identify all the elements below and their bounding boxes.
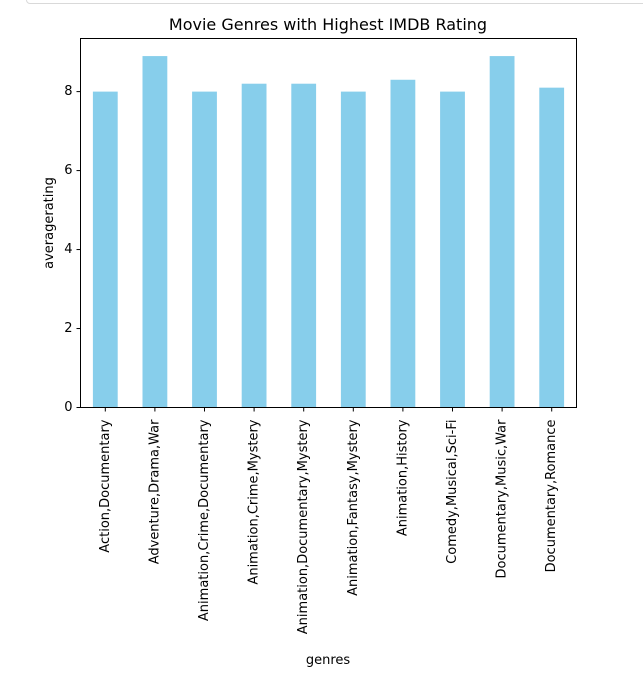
y-tick-label: 4 [64, 242, 72, 257]
x-tick-label: Adventure,Drama,War [147, 419, 162, 564]
y-ticks-group: 0 2 4 6 8 [64, 84, 81, 415]
x-ticks-group: Action,Documentary Adventure,Drama,War Ani… [98, 407, 559, 634]
chart-title: Movie Genres with Highest IMDB Rating [169, 15, 487, 34]
bar [241, 83, 267, 408]
y-tick-label: 6 [64, 163, 72, 178]
y-tick-label: 0 [64, 400, 72, 415]
bar [539, 87, 565, 408]
bar [192, 91, 217, 408]
x-axis-label: genres [306, 653, 351, 668]
bar [340, 91, 366, 408]
x-tick-label: Documentary,Music,War [495, 419, 510, 579]
x-tick-label: Animation,Documentary,Mystery [296, 419, 311, 634]
y-tick-label: 2 [64, 321, 72, 336]
x-tick-label: Animation,Crime,Mystery [247, 419, 262, 584]
x-tick-label: Animation,History [395, 419, 410, 536]
x-tick-label: Action,Documentary [98, 419, 113, 553]
x-tick-label: Documentary,Romance [544, 420, 559, 573]
bar [291, 83, 317, 408]
y-tick-label: 8 [64, 84, 72, 99]
bar [440, 91, 465, 408]
bars-group [92, 56, 565, 408]
y-axis-label: averagerating [42, 177, 57, 269]
x-tick-label: Animation,Crime,Documentary [197, 419, 212, 621]
plot-frame [80, 38, 577, 408]
bar [489, 56, 515, 408]
bar [92, 91, 118, 408]
x-tick-label: Animation,Fantasy,Mystery [346, 419, 361, 596]
window-frame [26, 0, 643, 4]
bar [390, 79, 416, 408]
bar [142, 56, 168, 408]
x-tick-label: Comedy,Musical,Sci-Fi [445, 420, 460, 564]
